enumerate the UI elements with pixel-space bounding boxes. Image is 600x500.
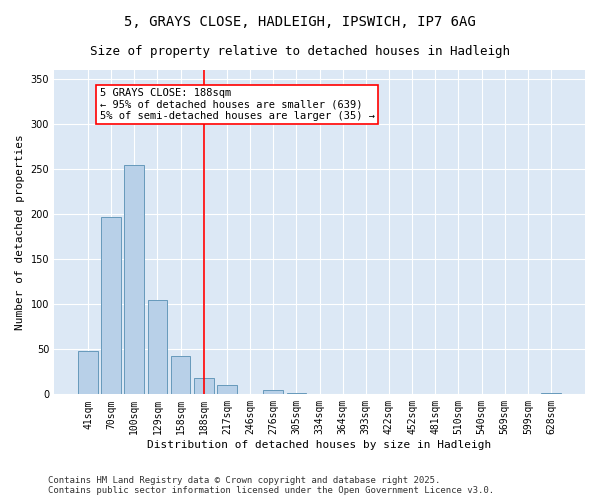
- Text: 5 GRAYS CLOSE: 188sqm
← 95% of detached houses are smaller (639)
5% of semi-deta: 5 GRAYS CLOSE: 188sqm ← 95% of detached …: [100, 88, 374, 121]
- Bar: [263, 390, 283, 394]
- Text: Contains HM Land Registry data © Crown copyright and database right 2025.
Contai: Contains HM Land Registry data © Crown c…: [48, 476, 494, 495]
- Text: Size of property relative to detached houses in Hadleigh: Size of property relative to detached ho…: [90, 45, 510, 58]
- Bar: [217, 386, 237, 394]
- Bar: [101, 217, 121, 394]
- Bar: [171, 356, 190, 395]
- Bar: [78, 351, 98, 395]
- Text: 5, GRAYS CLOSE, HADLEIGH, IPSWICH, IP7 6AG: 5, GRAYS CLOSE, HADLEIGH, IPSWICH, IP7 6…: [124, 15, 476, 29]
- Bar: [124, 164, 144, 394]
- Bar: [148, 300, 167, 394]
- Bar: [194, 378, 214, 394]
- X-axis label: Distribution of detached houses by size in Hadleigh: Distribution of detached houses by size …: [148, 440, 491, 450]
- Bar: [541, 392, 561, 394]
- Y-axis label: Number of detached properties: Number of detached properties: [15, 134, 25, 330]
